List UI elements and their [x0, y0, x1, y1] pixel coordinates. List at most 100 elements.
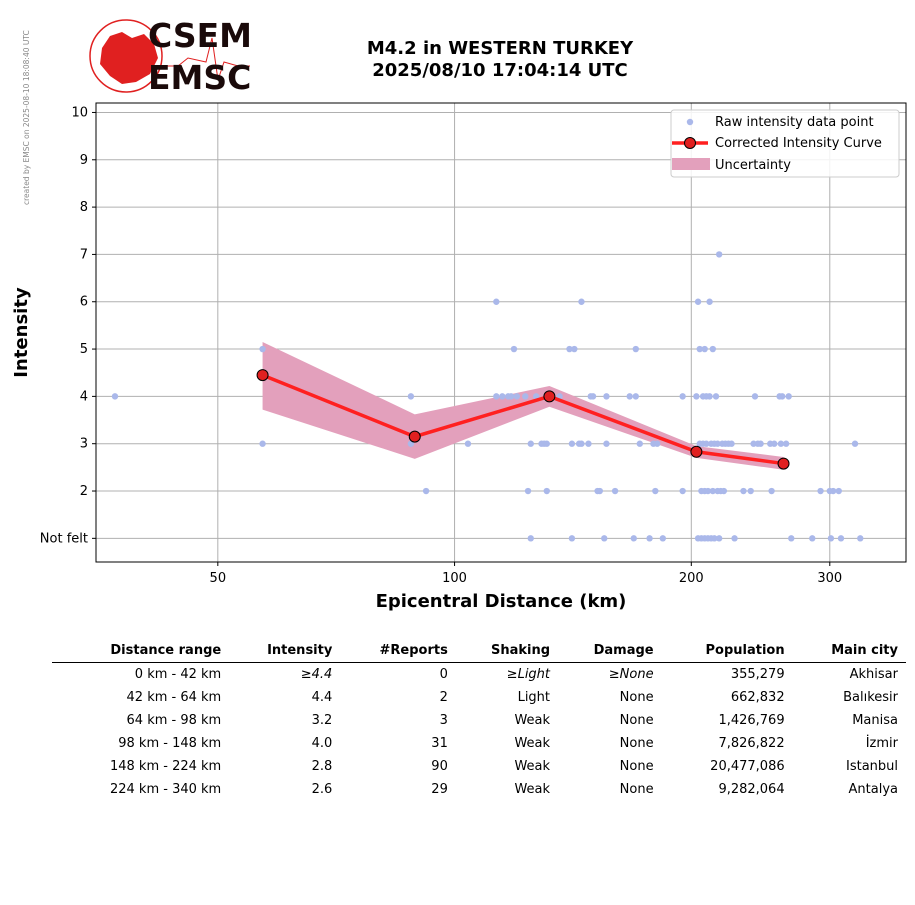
raw-data-point — [779, 393, 786, 400]
raw-data-point — [632, 393, 639, 400]
y-tick-label: 5 — [80, 342, 88, 357]
raw-data-point — [464, 440, 472, 447]
raw-data-point — [568, 440, 576, 447]
plot-frame — [95, 102, 907, 563]
cell-range: 64 km - 98 km — [126, 713, 222, 728]
raw-data-point — [715, 251, 723, 258]
cell-range: 0 km - 42 km — [134, 667, 222, 682]
cell-city: Antalya — [848, 782, 898, 797]
cell-population: 9,282,064 — [718, 782, 785, 797]
cell-city: Balıkesir — [843, 690, 898, 705]
cell-intensity: 3.2 — [311, 713, 333, 728]
raw-data-point — [679, 393, 686, 400]
raw-data-point — [747, 487, 754, 495]
cell-damage-value: None — [619, 667, 654, 682]
table-row: 64 km - 98 km 3.2 3 Weak None 1,426,769 … — [52, 709, 906, 732]
legend-raw-marker — [686, 118, 694, 126]
cell-intensity: ≥4.4 — [229, 663, 340, 687]
y-axis-label: Intensity — [11, 287, 32, 378]
cell-range: 42 km - 64 km — [126, 690, 222, 705]
cell-reports: 2 — [439, 690, 448, 705]
raw-data-point — [704, 487, 712, 495]
raw-data-point — [646, 535, 653, 542]
cell-damage: None — [619, 759, 654, 774]
ge-symbol: ≥ — [300, 667, 312, 682]
raw-data-point — [259, 345, 266, 353]
cell-shaking: Weak — [514, 736, 551, 751]
raw-data-point — [596, 487, 604, 495]
raw-data-point — [543, 487, 550, 495]
y-tick-label: 3 — [80, 437, 88, 452]
raw-data-point — [703, 440, 710, 447]
raw-data-point — [527, 535, 534, 542]
raw-data-point — [751, 393, 759, 400]
cell-reports: 29 — [431, 782, 448, 797]
title-datetime: 2025/08/10 17:04:14 UTC — [372, 60, 628, 81]
raw-data-point — [513, 393, 521, 400]
y-tick-label: 7 — [80, 247, 88, 262]
cell-reports: 3 — [439, 713, 448, 728]
legend-band-swatch — [672, 158, 710, 170]
ge-symbol: ≥ — [608, 667, 620, 682]
raw-data-point — [543, 440, 550, 447]
cell-reports: 31 — [431, 736, 448, 751]
raw-data-point — [493, 393, 500, 400]
table-row: 98 km - 148 km 4.0 31 Weak None 7,826,82… — [52, 732, 906, 755]
y-tick-label: Not felt — [40, 531, 88, 546]
raw-data-point — [711, 535, 718, 542]
y-tick-label: 2 — [80, 484, 88, 499]
curve-marker — [408, 430, 421, 443]
raw-data-point — [626, 393, 633, 400]
cell-intensity: 4.4 — [311, 690, 333, 705]
raw-data-point — [785, 393, 792, 400]
raw-data-point — [851, 440, 859, 447]
chart-title: M4.2 in WESTERN TURKEY 2025/08/10 17:04:… — [300, 38, 700, 82]
x-tick-label: 100 — [442, 571, 467, 586]
raw-data-point — [782, 440, 790, 447]
table-row: 42 km - 64 km 4.4 2 Light None 662,832 B… — [52, 686, 906, 709]
col-intensity: Intensity — [229, 640, 341, 663]
raw-data-point — [589, 393, 597, 400]
raw-data-point — [740, 487, 747, 495]
cell-range: 148 km - 224 km — [109, 759, 222, 774]
cell-population: 355,279 — [730, 667, 785, 682]
raw-data-point — [714, 440, 721, 447]
raw-data-point — [603, 393, 610, 400]
cell-intensity-value: 4.4 — [311, 667, 333, 682]
raw-data-point — [771, 440, 778, 447]
table-row: 148 km - 224 km 2.8 90 Weak None 20,477,… — [52, 755, 906, 778]
y-tick-label: 8 — [80, 200, 88, 215]
ge-symbol: ≥ — [506, 667, 518, 682]
y-tick-label: 4 — [80, 389, 88, 404]
raw-data-point — [709, 487, 717, 495]
col-main-city: Main city — [792, 640, 906, 663]
raw-data-point — [524, 487, 532, 495]
cell-shaking: Light — [517, 690, 551, 705]
raw-data-point — [659, 535, 667, 542]
cell-damage: None — [619, 713, 654, 728]
cell-city: İzmir — [865, 736, 898, 751]
cell-intensity: 2.8 — [311, 759, 333, 774]
raw-data-point — [715, 535, 723, 542]
cell-city: Akhisar — [849, 667, 898, 682]
raw-data-point — [712, 393, 720, 400]
chart-legend: Raw intensity data point Corrected Intens… — [670, 109, 900, 178]
raw-data-point — [499, 393, 506, 400]
cell-damage: None — [619, 690, 654, 705]
raw-data-point — [728, 440, 735, 447]
x-tick-label: 50 — [210, 571, 227, 586]
raw-data-point — [817, 487, 824, 495]
raw-data-point — [777, 440, 785, 447]
raw-data-point — [568, 535, 576, 542]
raw-data-point — [630, 535, 637, 542]
raw-data-point — [720, 487, 728, 495]
raw-data-point — [636, 440, 643, 447]
title-event: M4.2 in WESTERN TURKEY — [366, 38, 634, 59]
x-axis-label: Epicentral Distance (km) — [376, 591, 627, 612]
raw-data-point — [768, 487, 775, 495]
legend-box — [670, 109, 900, 178]
raw-data-point — [757, 440, 764, 447]
raw-data-point — [857, 535, 864, 542]
raw-data-point — [829, 487, 837, 495]
intensity-summary-table: Distance range Intensity #Reports Shakin… — [52, 640, 906, 801]
